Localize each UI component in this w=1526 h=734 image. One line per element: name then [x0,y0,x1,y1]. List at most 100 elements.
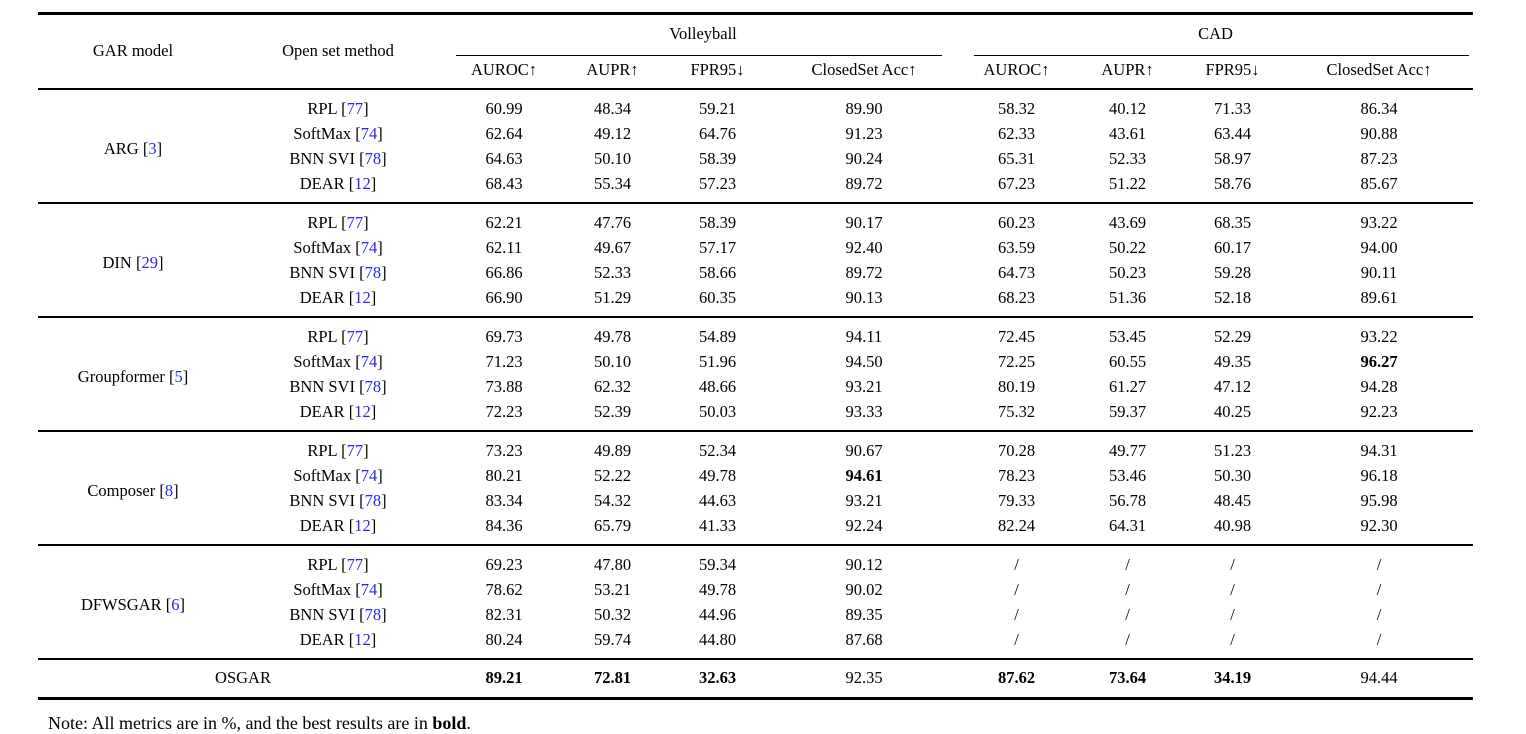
cad-value-cell: 40.25 [1213,401,1252,421]
method-label: RPL [307,326,338,346]
table-row: Groupformer [5] RPL [77] 69.73 49.78 54.89 94… [38,317,1473,387]
method-label: BNN SVI [289,376,355,396]
open-set-method-cell: DEAR [12] [299,401,377,421]
volleyball-value-cell: 89.72 [845,173,883,193]
table-row: DEAR [12] 68.43 55.34 57.23 89.72 67.23 51.22 5… [38,171,1473,203]
method-label: RPL [307,554,338,574]
method-label: Groupformer [77,367,165,386]
citation-link[interactable]: 6 [171,595,180,614]
citation-link[interactable]: 77 [346,212,364,232]
volleyball-value-cell: 90.67 [845,440,883,460]
cad-value-cell: 95.98 [1360,490,1398,510]
volleyball-value-cell: 48.34 [593,98,632,118]
citation-link[interactable]: 78 [364,604,382,624]
cad-value-cell: / [1230,629,1235,649]
volleyball-value-cell: 90.17 [845,212,883,232]
open-set-method-cell: SoftMax [74] [293,465,383,485]
gar-model-cell: DIN [29] [102,253,164,272]
citation-link[interactable]: 77 [346,440,364,460]
table-note: Note: All metrics are in %, and the best… [48,713,1473,734]
table-row: BNN SVI [78] 83.34 54.32 44.63 93.21 79.33 56.… [38,488,1473,513]
open-set-method-cell: BNN SVI [78] [289,376,387,396]
col-group-cad: CAD [958,14,1473,56]
col-header-gar-model: GAR model [92,41,174,61]
method-label: RPL [307,440,338,460]
cad-value-cell: 75.32 [997,401,1036,421]
citation-link[interactable]: 78 [364,262,382,282]
volleyball-value-cell: 58.39 [698,148,737,168]
method-label: BNN SVI [289,148,355,168]
volleyball-value-cell: 51.29 [593,287,632,307]
osgar-cad-value-cell: 73.64 [1108,667,1147,687]
citation-link[interactable]: 78 [364,376,382,396]
cad-value-cell: 48.45 [1213,490,1252,510]
table-row: BNN SVI [78] 73.88 62.32 48.66 93.21 80.19 61.… [38,374,1473,399]
volleyball-value-cell: 62.11 [485,237,523,257]
table-row: DEAR [12] 66.90 51.29 60.35 90.13 68.23 51.36 5… [38,285,1473,317]
citation-link[interactable]: 77 [346,554,364,574]
volleyball-value-cell: 94.50 [845,351,883,371]
citation-link[interactable]: 29 [141,253,158,272]
citation-link[interactable]: 77 [346,326,364,346]
method-label: SoftMax [293,579,352,599]
cad-value-cell: 90.11 [1360,262,1398,282]
cad-value-cell: 93.22 [1360,326,1398,346]
cad-value-cell: / [1125,554,1130,574]
citation-link[interactable]: 74 [360,123,378,143]
open-set-method-cell: SoftMax [74] [293,123,383,143]
paper-table-figure: GAR model Open set method Volleyball CAD… [38,12,1473,734]
volleyball-group-label: Volleyball [669,24,737,44]
open-set-method-cell: SoftMax [74] [293,579,383,599]
table-row: DEAR [12] 72.23 52.39 50.03 93.33 75.32 59.37 4… [38,399,1473,431]
cad-value-cell: 60.55 [1108,351,1147,371]
volleyball-value-cell: 50.10 [593,351,632,371]
citation-link[interactable]: 74 [360,237,378,257]
cad-value-cell: 63.44 [1213,123,1252,143]
cad-value-cell: / [1376,604,1382,624]
citation-link[interactable]: 8 [164,481,174,500]
volleyball-value-cell: 50.03 [698,401,737,421]
volleyball-value-cell: 58.66 [698,262,737,282]
volleyball-value-cell: 64.76 [698,123,737,143]
open-set-method-cell: RPL [77] [307,98,369,118]
volleyball-value-cell: 49.12 [593,123,632,143]
citation-link[interactable]: 3 [148,139,157,158]
volleyball-value-cell: 69.23 [485,554,523,574]
osgar-volleyball-value-cell: 32.63 [698,667,737,687]
method-label: DEAR [299,287,345,307]
cad-value-cell: 89.61 [1360,287,1398,307]
method-label: BNN SVI [289,604,355,624]
citation-link[interactable]: 74 [360,351,378,371]
table-row: DEAR [12] 80.24 59.74 44.80 87.68 / / / / [38,627,1473,659]
citation-link[interactable]: 74 [360,579,378,599]
citation-link[interactable]: 12 [354,401,371,421]
cad-value-cell: 90.88 [1360,123,1398,143]
volleyball-value-cell: 52.39 [593,401,632,421]
citation-link[interactable]: 12 [354,173,371,193]
citation-link[interactable]: 74 [360,465,378,485]
table-row: ARG [3] RPL [77] 60.99 48.34 59.21 89.90 58.32… [38,89,1473,159]
gar-model-cell: Composer [8] [87,481,179,500]
citation-link[interactable]: 5 [174,367,183,386]
cad-value-cell: 68.23 [997,287,1036,307]
table-row: DIN [29] RPL [77] 62.21 47.76 58.39 90.17 60.2… [38,203,1473,273]
citation-link[interactable]: 78 [364,148,382,168]
cad-value-cell: 49.77 [1108,440,1147,460]
open-set-method-cell: RPL [77] [307,440,369,460]
volleyball-value-cell: 69.73 [485,326,523,346]
col-header-open-set-method: Open set method [282,41,394,61]
cad-value-cell: 64.31 [1108,515,1147,535]
citation-link[interactable]: 77 [346,98,364,118]
method-label: SoftMax [293,465,352,485]
citation-link[interactable]: 12 [354,629,371,649]
volleyball-value-cell: 49.78 [698,465,737,485]
osgar-volleyball-value-cell: 92.35 [845,667,883,687]
open-set-method-cell: BNN SVI [78] [289,148,387,168]
citation-link[interactable]: 12 [354,515,371,535]
citation-link[interactable]: 78 [364,490,382,510]
volleyball-value-cell: 47.80 [593,554,632,574]
method-label: DEAR [299,401,345,421]
citation-link[interactable]: 12 [354,287,371,307]
volleyball-value-cell: 66.90 [485,287,523,307]
volleyball-cmidrule [456,54,942,56]
